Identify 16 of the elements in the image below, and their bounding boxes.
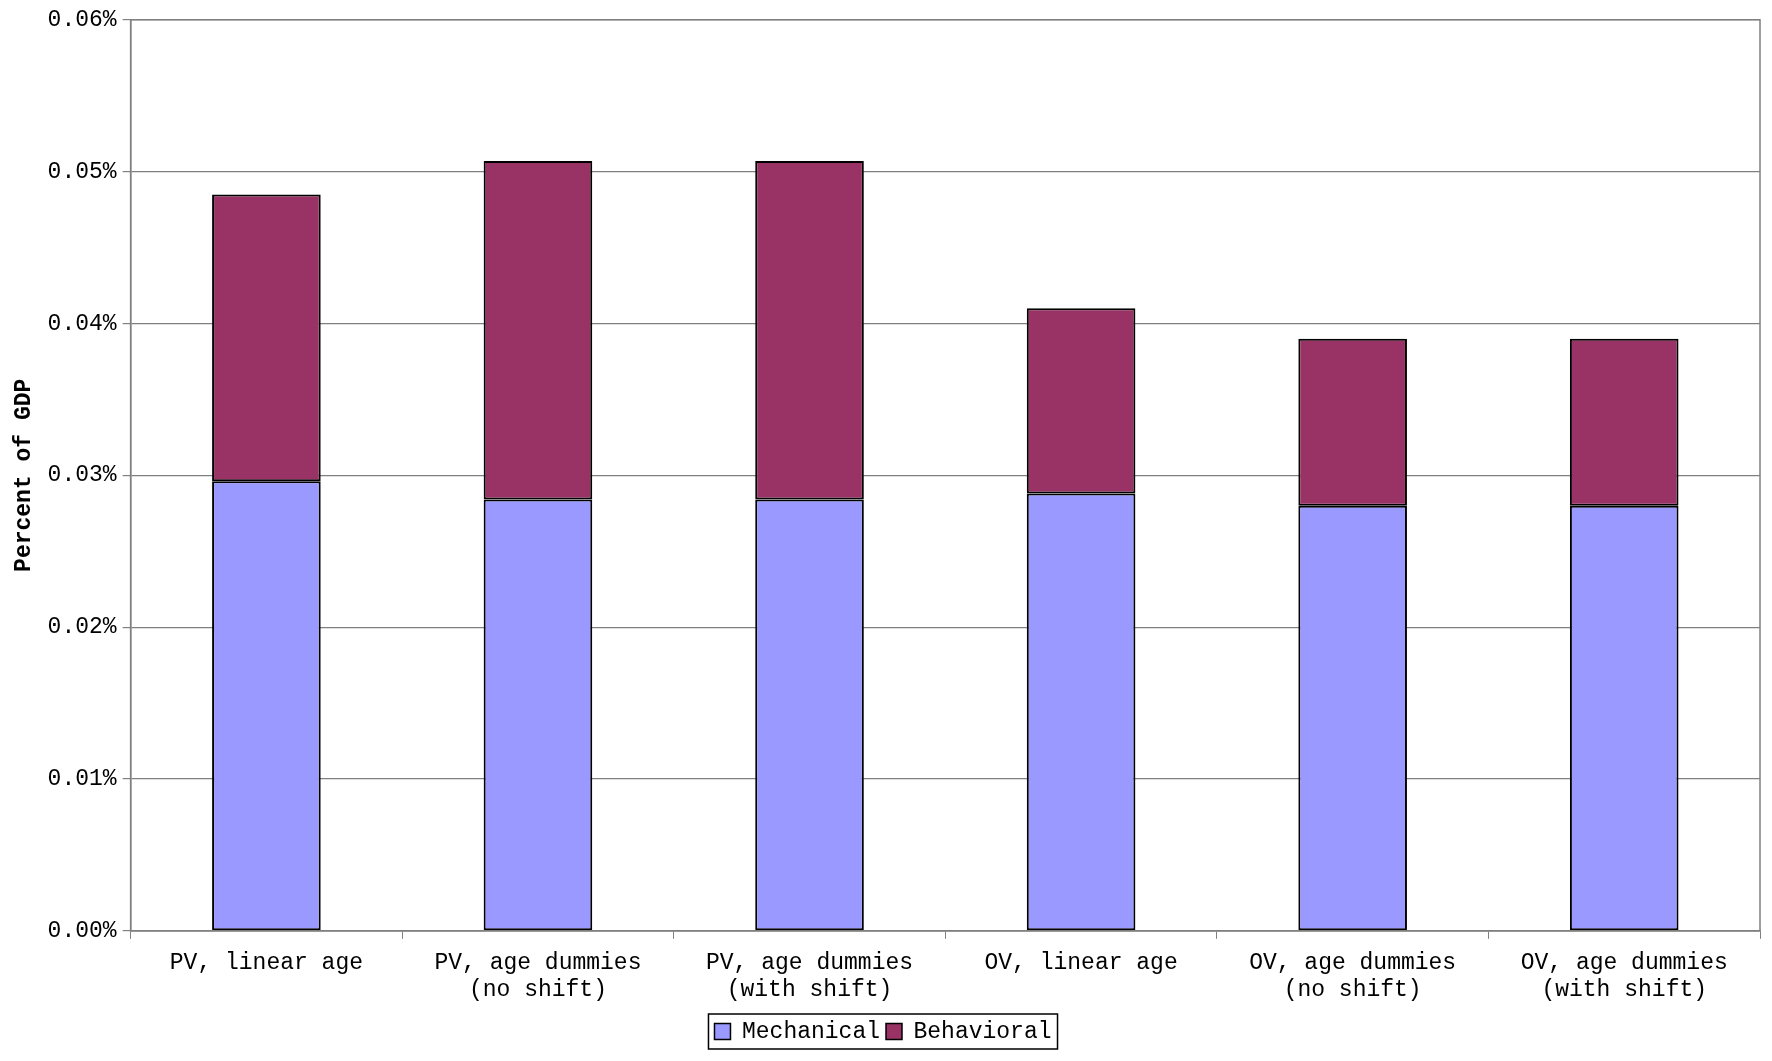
x-tick-label: OV, age dummies (no shift) [1249,949,1457,1004]
y-tick-label: 0.04% [47,310,117,337]
y-axis-title: Percent of GDP [10,378,37,572]
legend-label: Mechanical [741,1018,881,1045]
y-tick-label: 0.01% [47,766,117,793]
legend-label: Behavioral [913,1018,1052,1045]
y-tick-label: 0.03% [47,462,117,489]
y-tick-label: 0.02% [47,614,117,641]
x-tick-label: OV, linear age [984,949,1178,976]
y-tick-label: 0.00% [47,917,117,944]
x-tick-label: PV, linear age [169,949,364,976]
x-tick-label: PV, age dummies (no shift) [434,949,642,1004]
y-tick-label: 0.05% [47,158,117,185]
x-tick-label: OV, age dummies (with shift) [1520,949,1728,1004]
y-tick-label: 0.06% [47,6,117,33]
x-tick-label: PV, age dummies (with shift) [706,949,914,1004]
